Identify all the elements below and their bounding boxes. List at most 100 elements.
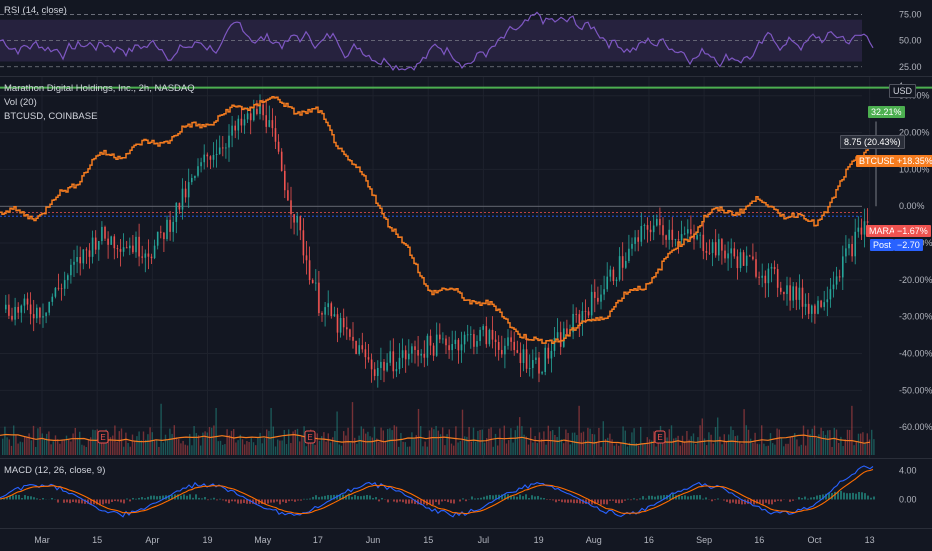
volume-bar <box>666 438 667 455</box>
candle-body <box>777 269 779 288</box>
volume-bar <box>563 443 564 455</box>
volume-label[interactable]: Vol (20) <box>4 97 37 108</box>
volume-bar <box>497 446 498 455</box>
macd-histogram-bar <box>312 497 314 500</box>
volume-bar <box>22 442 23 455</box>
candle-body <box>278 142 280 152</box>
macd-histogram-bar <box>378 499 380 501</box>
macd-histogram-bar <box>522 496 524 499</box>
macd-histogram-bar <box>615 499 617 502</box>
symbol-title[interactable]: Marathon Digital Holdings, Inc., 2h, NAS… <box>4 83 195 94</box>
volume-bar <box>57 439 58 455</box>
macd-histogram-bar <box>711 499 713 501</box>
macd-histogram-bar <box>603 499 605 504</box>
time-axis-label: Apr <box>145 535 159 545</box>
price-tick-label: -50.00% <box>899 385 932 395</box>
macd-histogram-bar <box>186 496 188 500</box>
macd-histogram-bar <box>618 499 620 503</box>
macd-histogram-bar <box>870 498 872 500</box>
candle-body <box>486 326 488 344</box>
time-axis-label: 16 <box>644 535 654 545</box>
macd-histogram-bar <box>873 497 875 500</box>
candle-body <box>529 368 531 369</box>
volume-bar <box>328 433 329 455</box>
volume-bar <box>209 427 210 455</box>
macd-histogram-bar <box>132 498 134 500</box>
volume-bar <box>495 434 496 455</box>
volume-bar <box>270 408 271 455</box>
volume-bar <box>442 427 443 455</box>
currency-badge[interactable]: USD <box>889 84 916 98</box>
candle-body <box>771 267 773 269</box>
volume-bar <box>413 439 414 455</box>
macd-histogram-bar <box>549 499 551 500</box>
earnings-marker-label: E <box>657 433 662 442</box>
macd-histogram-bar <box>852 493 854 500</box>
macd-histogram-bar <box>372 498 374 499</box>
volume-bar <box>275 446 276 455</box>
macd-histogram-bar <box>801 498 803 499</box>
macd-histogram-bar <box>687 496 689 499</box>
candle-body <box>284 171 286 190</box>
candle-body <box>377 368 379 376</box>
candle-body <box>256 109 258 114</box>
volume-bar <box>633 428 634 455</box>
volume-bar <box>224 444 225 455</box>
candle-body <box>585 311 587 312</box>
volume-bar <box>343 431 344 455</box>
candle-body <box>501 350 503 354</box>
price-chart[interactable]: 30.00%20.00%10.00%0.00%-10.00%-20.00%-30… <box>0 77 932 459</box>
candle-body <box>55 288 57 297</box>
candle-body <box>737 256 739 268</box>
macd-histogram-bar <box>234 499 236 501</box>
candle-body <box>448 345 450 350</box>
candle-body <box>672 230 674 240</box>
macd-histogram-bar <box>117 499 119 501</box>
volume-bar <box>713 443 714 455</box>
candle-body <box>238 119 240 131</box>
volume-bar <box>455 426 456 455</box>
volume-bar <box>165 435 166 455</box>
candle-body <box>73 262 75 265</box>
macd-histogram-bar <box>513 496 515 499</box>
volume-bar <box>44 439 45 455</box>
candle-body <box>318 283 320 313</box>
volume-bar <box>308 443 309 455</box>
macd-histogram-bar <box>699 495 701 499</box>
volume-bar <box>675 438 676 455</box>
macd-histogram-bar <box>225 499 227 501</box>
volume-bar <box>431 428 432 455</box>
macd-histogram-bar <box>222 499 224 500</box>
volume-bar <box>26 436 27 455</box>
volume-bar <box>136 436 137 455</box>
compare-label[interactable]: BTCUSD, COINBASE <box>4 111 97 122</box>
earnings-marker: E <box>98 431 108 443</box>
volume-bar <box>314 445 315 455</box>
volume-bar <box>167 441 168 455</box>
candle-body <box>14 307 16 320</box>
time-axis-label: 15 <box>92 535 102 545</box>
candle-body <box>445 339 447 346</box>
volume-bar <box>20 442 21 455</box>
macd-histogram-bar <box>396 499 398 502</box>
volume-bar <box>257 438 258 455</box>
volume-bar <box>180 443 181 455</box>
candle-body <box>681 234 683 240</box>
candle-body <box>324 307 326 315</box>
volume-bar <box>710 435 711 455</box>
volume-bar <box>398 447 399 455</box>
macd-histogram-bar <box>696 495 698 499</box>
volume-bar <box>306 446 307 455</box>
candle-body <box>374 369 376 376</box>
macd-histogram-bar <box>282 499 284 501</box>
candle-body <box>479 330 481 341</box>
candle-body <box>61 288 63 289</box>
volume-bar <box>680 446 681 455</box>
candle-body <box>290 200 292 214</box>
candle-body <box>520 353 522 363</box>
volume-bar <box>268 431 269 455</box>
macd-histogram-bar <box>324 496 326 500</box>
volume-bar <box>860 434 861 455</box>
